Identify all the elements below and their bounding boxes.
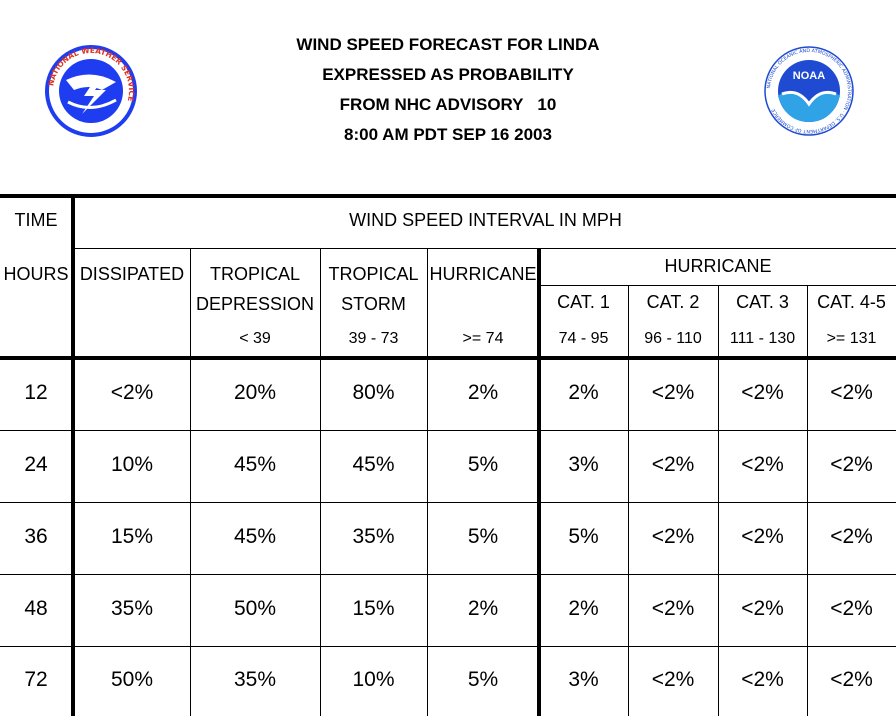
probability-cell: <2% xyxy=(651,453,695,476)
probability-cell: 3% xyxy=(568,453,599,476)
probability-cell: 5% xyxy=(467,668,499,691)
probability-cell: 10% xyxy=(110,453,154,476)
title-line-2: EXPRESSED AS PROBABILITY xyxy=(322,65,574,84)
time-label: TIME xyxy=(14,210,58,230)
column-divider xyxy=(190,248,191,716)
probability-cell: 2% xyxy=(467,381,499,404)
probability-cell: <2% xyxy=(651,668,695,691)
probability-cell: <2% xyxy=(830,453,873,476)
national-weather-service-logo: NATIONAL WEATHER SERVICE xyxy=(44,44,138,138)
hours-cell: 36 xyxy=(24,525,48,548)
column-divider xyxy=(628,285,629,716)
column-header-name: HURRICANE xyxy=(429,264,537,284)
column-header-range: 39 - 73 xyxy=(348,330,399,347)
title-line-4: 8:00 AM PDT SEP 16 2003 xyxy=(344,125,552,144)
probability-cell: <2% xyxy=(830,668,873,691)
header-bottom-border xyxy=(0,356,896,360)
svg-text:NOAA: NOAA xyxy=(793,70,825,82)
header-divider xyxy=(74,248,896,249)
hurricane-group-border xyxy=(537,248,541,716)
title-line-3: FROM NHC ADVISORY 10 xyxy=(339,95,557,114)
column-header-name2: DEPRESSION xyxy=(195,294,315,314)
probability-cell: 80% xyxy=(352,381,395,404)
probability-cell: 2% xyxy=(568,597,599,620)
column-header-name: TROPICAL xyxy=(209,264,301,284)
forecast-title: WIND SPEED FORECAST FOR LINDA EXPRESSED … xyxy=(0,30,896,150)
time-column-border xyxy=(71,194,75,716)
probability-cell: <2% xyxy=(110,381,154,404)
hours-header: HOURS xyxy=(0,264,72,285)
column-header-range: 96 - 110 xyxy=(644,330,702,347)
hours-label: HOURS xyxy=(3,264,69,284)
probability-cell: <2% xyxy=(741,525,784,548)
hurricane-group-header: HURRICANE xyxy=(540,256,896,277)
probability-cell: 2% xyxy=(467,597,499,620)
hours-cell: 24 xyxy=(24,453,48,476)
probability-cell: 5% xyxy=(568,525,599,548)
hours-cell: 72 xyxy=(24,668,48,691)
column-header-range: < 39 xyxy=(239,330,271,347)
probability-cell: 10% xyxy=(352,668,395,691)
probability-cell: <2% xyxy=(651,381,695,404)
probability-cell: <2% xyxy=(741,668,784,691)
column-header-name2: STORM xyxy=(341,294,406,314)
probability-cell: 15% xyxy=(110,525,154,548)
column-header-range: >= 131 xyxy=(826,330,877,347)
probability-cell: 3% xyxy=(568,668,599,691)
column-header-range: 74 - 95 xyxy=(558,330,609,347)
column-header-name: CAT. 4-5 xyxy=(817,292,886,312)
row-divider xyxy=(0,502,896,503)
hurricane-group-label: HURRICANE xyxy=(664,256,772,276)
probability-cell: 2% xyxy=(568,381,599,404)
probability-cell: 35% xyxy=(110,597,154,620)
column-divider xyxy=(807,285,808,716)
probability-cell: <2% xyxy=(741,381,784,404)
probability-cell: <2% xyxy=(830,525,873,548)
probability-cell: 20% xyxy=(233,381,277,404)
probability-cell: <2% xyxy=(651,597,695,620)
probability-cell: 50% xyxy=(110,668,154,691)
probability-cell: 45% xyxy=(352,453,395,476)
column-header-range: 111 - 130 xyxy=(729,330,796,347)
row-divider xyxy=(0,646,896,647)
title-line-1: WIND SPEED FORECAST FOR LINDA xyxy=(296,35,600,54)
probability-cell: <2% xyxy=(830,597,873,620)
probability-cell: 35% xyxy=(233,668,277,691)
nws-logo-icon: NATIONAL WEATHER SERVICE xyxy=(45,45,137,137)
column-divider xyxy=(718,285,719,716)
probability-cell: <2% xyxy=(741,597,784,620)
probability-cell: <2% xyxy=(651,525,695,548)
table-top-border xyxy=(0,194,896,198)
probability-cell: 45% xyxy=(233,453,277,476)
probability-cell: 45% xyxy=(233,525,277,548)
probability-cell: 5% xyxy=(467,453,499,476)
hours-cell: 48 xyxy=(24,597,48,620)
column-header-name: CAT. 3 xyxy=(736,292,789,312)
column-header-range: >= 74 xyxy=(462,330,504,347)
noaa-logo: NOAA NATIONAL OCEANIC AND ATMOSPHERIC AD… xyxy=(762,44,856,138)
column-header-name: CAT. 2 xyxy=(646,292,700,312)
interval-label: WIND SPEED INTERVAL IN MPH xyxy=(349,210,622,230)
column-header-name: DISSIPATED xyxy=(79,264,185,284)
probability-cell: 5% xyxy=(467,525,499,548)
column-header-name: CAT. 1 xyxy=(557,292,610,312)
probability-cell: 35% xyxy=(352,525,395,548)
probability-cell: <2% xyxy=(741,453,784,476)
column-divider xyxy=(427,248,428,716)
noaa-logo-icon: NOAA NATIONAL OCEANIC AND ATMOSPHERIC AD… xyxy=(764,46,854,136)
probability-cell: <2% xyxy=(830,381,873,404)
column-divider xyxy=(320,248,321,716)
probability-cell: 50% xyxy=(233,597,277,620)
column-header-name: TROPICAL xyxy=(328,264,419,284)
hours-cell: 12 xyxy=(24,381,48,404)
row-divider xyxy=(0,430,896,431)
time-header: TIME xyxy=(0,210,72,231)
probability-cell: 15% xyxy=(352,597,395,620)
interval-header: WIND SPEED INTERVAL IN MPH xyxy=(75,210,896,231)
row-divider xyxy=(0,574,896,575)
hurricane-cat-divider xyxy=(539,285,896,286)
